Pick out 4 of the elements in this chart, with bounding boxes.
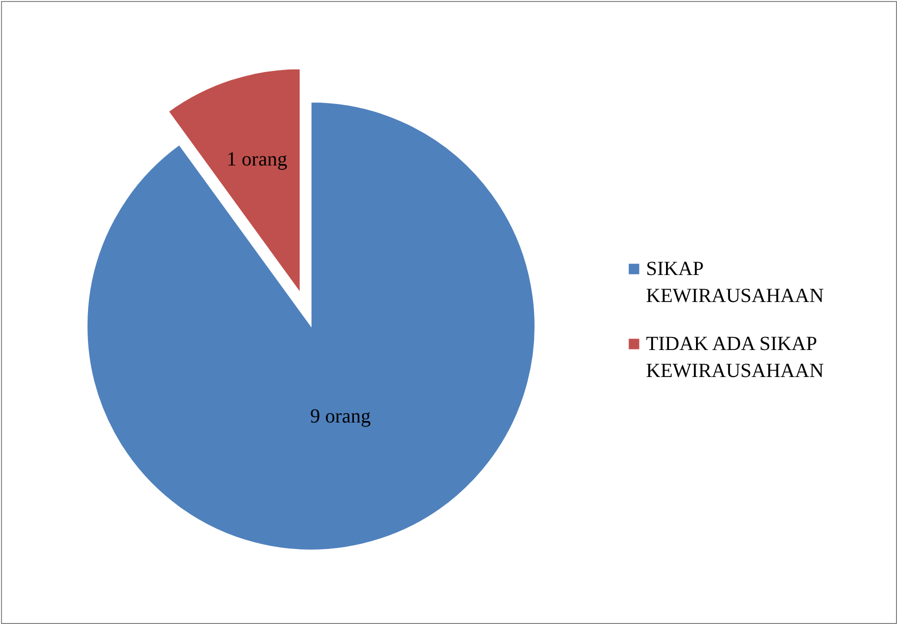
data-label: 9 orang: [310, 406, 371, 428]
legend-label: TIDAK ADA SIKAP KEWIRAUSAHAAN: [646, 333, 824, 382]
data-label: 1 orang: [226, 148, 288, 171]
legend-label: SIKAP KEWIRAUSAHAAN: [646, 258, 824, 307]
